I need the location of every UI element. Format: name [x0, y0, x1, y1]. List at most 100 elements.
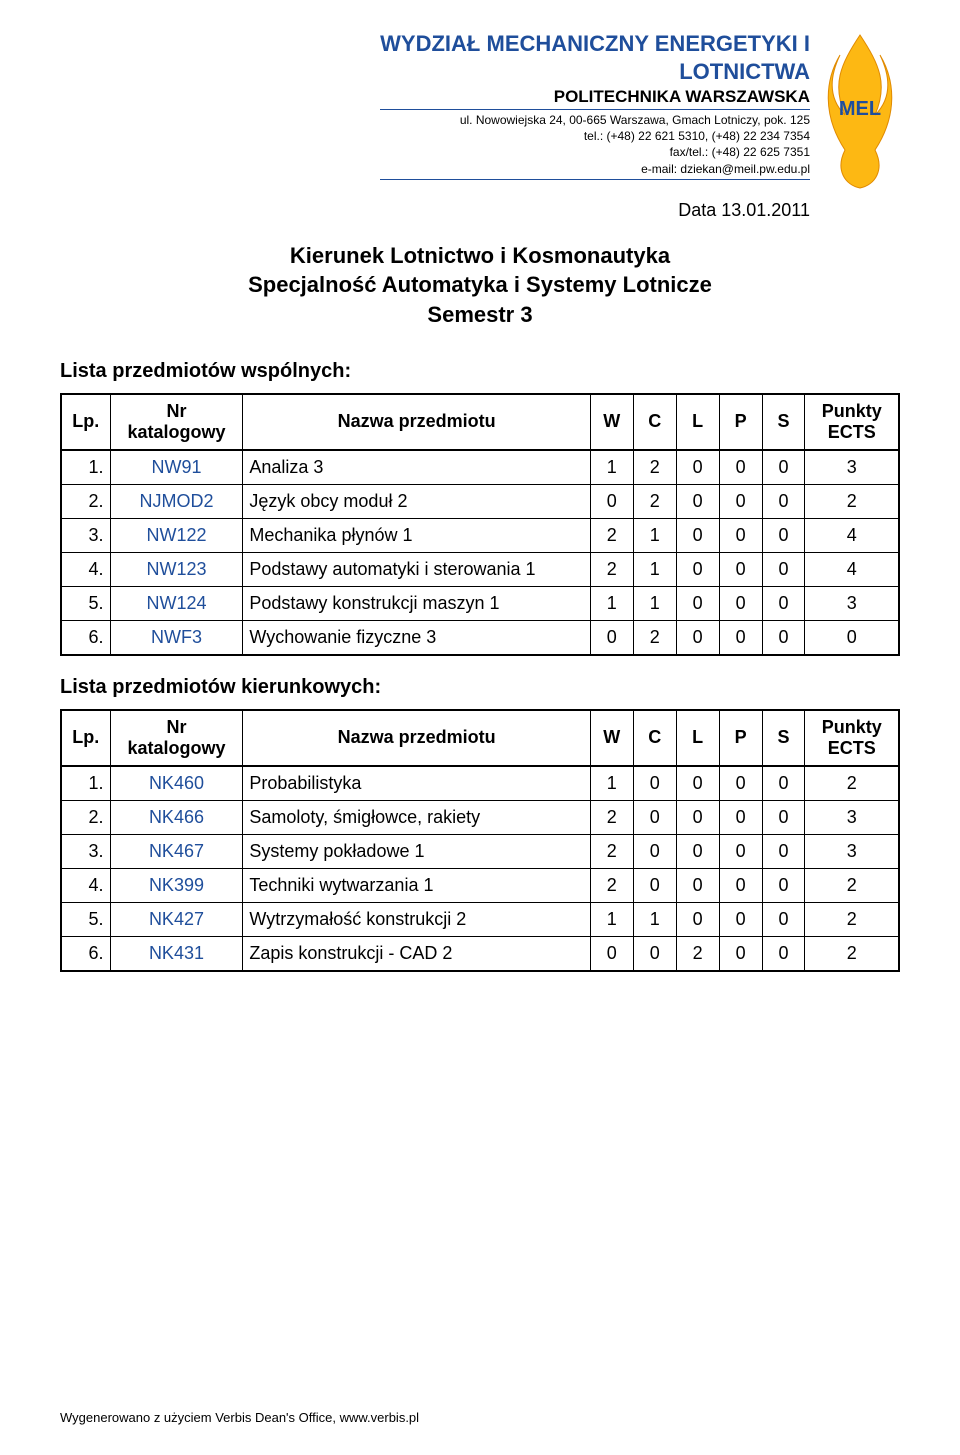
- cell-p: 0: [719, 902, 762, 936]
- cell-l: 0: [676, 902, 719, 936]
- cell-ects: 2: [805, 902, 899, 936]
- document-title: Kierunek Lotnictwo i Kosmonautyka Specja…: [60, 241, 900, 330]
- cell-lp: 5.: [61, 902, 110, 936]
- cell-l: 0: [676, 586, 719, 620]
- cell-ects: 3: [805, 834, 899, 868]
- cell-s: 0: [762, 834, 805, 868]
- th-code: Nr katalogowy: [110, 710, 243, 766]
- address-line-1: ul. Nowowiejska 24, 00-665 Warszawa, Gma…: [60, 112, 900, 128]
- cell-p: 0: [719, 868, 762, 902]
- cell-name: Mechanika płynów 1: [243, 518, 590, 552]
- cell-lp: 1.: [61, 450, 110, 485]
- cell-ects: 4: [805, 518, 899, 552]
- title-line-1: Kierunek Lotnictwo i Kosmonautyka: [60, 241, 900, 271]
- letterhead: WYDZIAŁ MECHANICZNY ENERGETYKI I LOTNICT…: [60, 30, 900, 180]
- th-p: P: [719, 710, 762, 766]
- cell-c: 0: [633, 868, 676, 902]
- cell-ects: 3: [805, 800, 899, 834]
- common-table-body: 1.NW91Analiza 31200032.NJMOD2Język obcy …: [61, 450, 899, 655]
- cell-code: NW122: [110, 518, 243, 552]
- cell-code: NK431: [110, 936, 243, 971]
- th-lp: Lp.: [61, 394, 110, 450]
- cell-code: NW123: [110, 552, 243, 586]
- th-w: W: [590, 394, 633, 450]
- th-name: Nazwa przedmiotu: [243, 394, 590, 450]
- cell-w: 2: [590, 518, 633, 552]
- address-line-3: fax/tel.: (+48) 22 625 7351: [60, 144, 900, 160]
- cell-code: NWF3: [110, 620, 243, 655]
- cell-l: 0: [676, 450, 719, 485]
- th-c: C: [633, 394, 676, 450]
- cell-lp: 2.: [61, 800, 110, 834]
- cell-code: NJMOD2: [110, 484, 243, 518]
- table-row: 6.NWF3Wychowanie fizyczne 3020000: [61, 620, 899, 655]
- th-code-l1: Nr: [117, 401, 237, 422]
- common-table: Lp. Nr katalogowy Nazwa przedmiotu W C L…: [60, 393, 900, 656]
- cell-name: Probabilistyka: [243, 766, 590, 801]
- cell-lp: 4.: [61, 868, 110, 902]
- th-s: S: [762, 394, 805, 450]
- cell-p: 0: [719, 834, 762, 868]
- cell-s: 0: [762, 552, 805, 586]
- cell-ects: 4: [805, 552, 899, 586]
- cell-ects: 2: [805, 868, 899, 902]
- th-l: L: [676, 394, 719, 450]
- th-lp: Lp.: [61, 710, 110, 766]
- cell-ects: 2: [805, 766, 899, 801]
- cell-ects: 3: [805, 450, 899, 485]
- cell-p: 0: [719, 620, 762, 655]
- cell-c: 1: [633, 902, 676, 936]
- cell-name: Analiza 3: [243, 450, 590, 485]
- cell-w: 0: [590, 620, 633, 655]
- table-row: 3.NK467Systemy pokładowe 1200003: [61, 834, 899, 868]
- header-rule-1: [380, 109, 810, 110]
- cell-ects: 2: [805, 936, 899, 971]
- cell-s: 0: [762, 800, 805, 834]
- table-row: 5.NK427Wytrzymałość konstrukcji 2110002: [61, 902, 899, 936]
- cell-w: 2: [590, 868, 633, 902]
- cell-s: 0: [762, 936, 805, 971]
- cell-w: 1: [590, 450, 633, 485]
- cell-s: 0: [762, 518, 805, 552]
- table-row: 6.NK431Zapis konstrukcji - CAD 2002002: [61, 936, 899, 971]
- cell-code: NK399: [110, 868, 243, 902]
- cell-c: 1: [633, 552, 676, 586]
- cell-name: Podstawy automatyki i sterowania 1: [243, 552, 590, 586]
- cell-code: NK460: [110, 766, 243, 801]
- cell-w: 2: [590, 834, 633, 868]
- cell-l: 0: [676, 620, 719, 655]
- th-code: Nr katalogowy: [110, 394, 243, 450]
- cell-c: 0: [633, 800, 676, 834]
- cell-code: NK467: [110, 834, 243, 868]
- cell-ects: 0: [805, 620, 899, 655]
- cell-l: 2: [676, 936, 719, 971]
- directional-table-head: Lp. Nr katalogowy Nazwa przedmiotu W C L…: [61, 710, 899, 766]
- cell-w: 2: [590, 800, 633, 834]
- header-rule-2: [380, 179, 810, 180]
- th-p: P: [719, 394, 762, 450]
- th-s: S: [762, 710, 805, 766]
- university-name: POLITECHNIKA WARSZAWSKA: [60, 87, 900, 107]
- th-ects-l1: Punkty: [811, 401, 892, 422]
- cell-l: 0: [676, 552, 719, 586]
- faculty-name-1: WYDZIAŁ MECHANICZNY ENERGETYKI I: [60, 30, 900, 58]
- cell-w: 2: [590, 552, 633, 586]
- cell-s: 0: [762, 586, 805, 620]
- th-ects: Punkty ECTS: [805, 394, 899, 450]
- cell-p: 0: [719, 586, 762, 620]
- cell-c: 0: [633, 834, 676, 868]
- cell-l: 0: [676, 800, 719, 834]
- cell-name: Systemy pokładowe 1: [243, 834, 590, 868]
- cell-lp: 3.: [61, 834, 110, 868]
- cell-name: Język obcy moduł 2: [243, 484, 590, 518]
- cell-l: 0: [676, 834, 719, 868]
- logo-text: MEL: [839, 98, 881, 120]
- th-ects: Punkty ECTS: [805, 710, 899, 766]
- cell-name: Wytrzymałość konstrukcji 2: [243, 902, 590, 936]
- table-row: 4.NW123Podstawy automatyki i sterowania …: [61, 552, 899, 586]
- cell-lp: 6.: [61, 620, 110, 655]
- title-line-3: Semestr 3: [60, 300, 900, 330]
- mel-logo: MEL: [820, 30, 900, 190]
- cell-p: 0: [719, 518, 762, 552]
- footer-text: Wygenerowano z użyciem Verbis Dean's Off…: [60, 1410, 419, 1425]
